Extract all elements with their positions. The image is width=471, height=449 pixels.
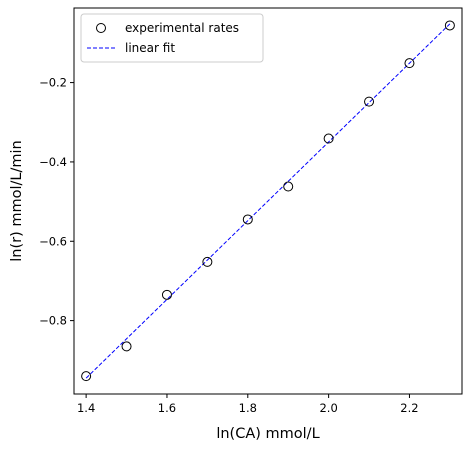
y-tick-label: −0.4 bbox=[39, 155, 67, 169]
legend-marker-experimental-rates bbox=[96, 23, 106, 33]
plot-frame bbox=[73, 7, 463, 395]
x-tick-label: 2.0 bbox=[319, 401, 337, 415]
data-point bbox=[283, 181, 294, 192]
data-point bbox=[121, 341, 132, 352]
data-point bbox=[323, 133, 334, 144]
y-tick-label: −0.2 bbox=[39, 76, 67, 90]
x-tick-label: 1.6 bbox=[158, 401, 176, 415]
data-point bbox=[202, 256, 213, 267]
legend: experimental rates linear fit bbox=[80, 13, 264, 63]
points-layer bbox=[81, 20, 455, 382]
data-point bbox=[81, 371, 92, 382]
data-point bbox=[444, 20, 455, 31]
data-point bbox=[242, 214, 253, 225]
x-axis-title: ln(CA) mmol/L bbox=[216, 426, 319, 442]
x-tick-label: 1.8 bbox=[239, 401, 257, 415]
x-tick-label: 2.2 bbox=[400, 401, 418, 415]
data-point bbox=[404, 58, 415, 69]
linear-fit-line bbox=[85, 23, 451, 379]
legend-box bbox=[80, 13, 264, 63]
data-point bbox=[364, 96, 375, 107]
ticks-layer: 1.4 1.6 1.8 2.0 2.2 −0.8 −0.6 −0.4 −0.2 bbox=[39, 76, 419, 415]
legend-label-linear-fit: linear fit bbox=[125, 41, 175, 55]
data-point bbox=[161, 289, 172, 300]
legend-label-experimental-rates: experimental rates bbox=[125, 21, 239, 35]
fit-layer bbox=[85, 23, 451, 379]
y-tick-label: −0.6 bbox=[39, 234, 67, 248]
y-tick-label: −0.8 bbox=[39, 314, 67, 328]
x-tick-label: 1.4 bbox=[77, 401, 95, 415]
y-axis-title: ln(r) mmol/L/min bbox=[9, 140, 25, 261]
